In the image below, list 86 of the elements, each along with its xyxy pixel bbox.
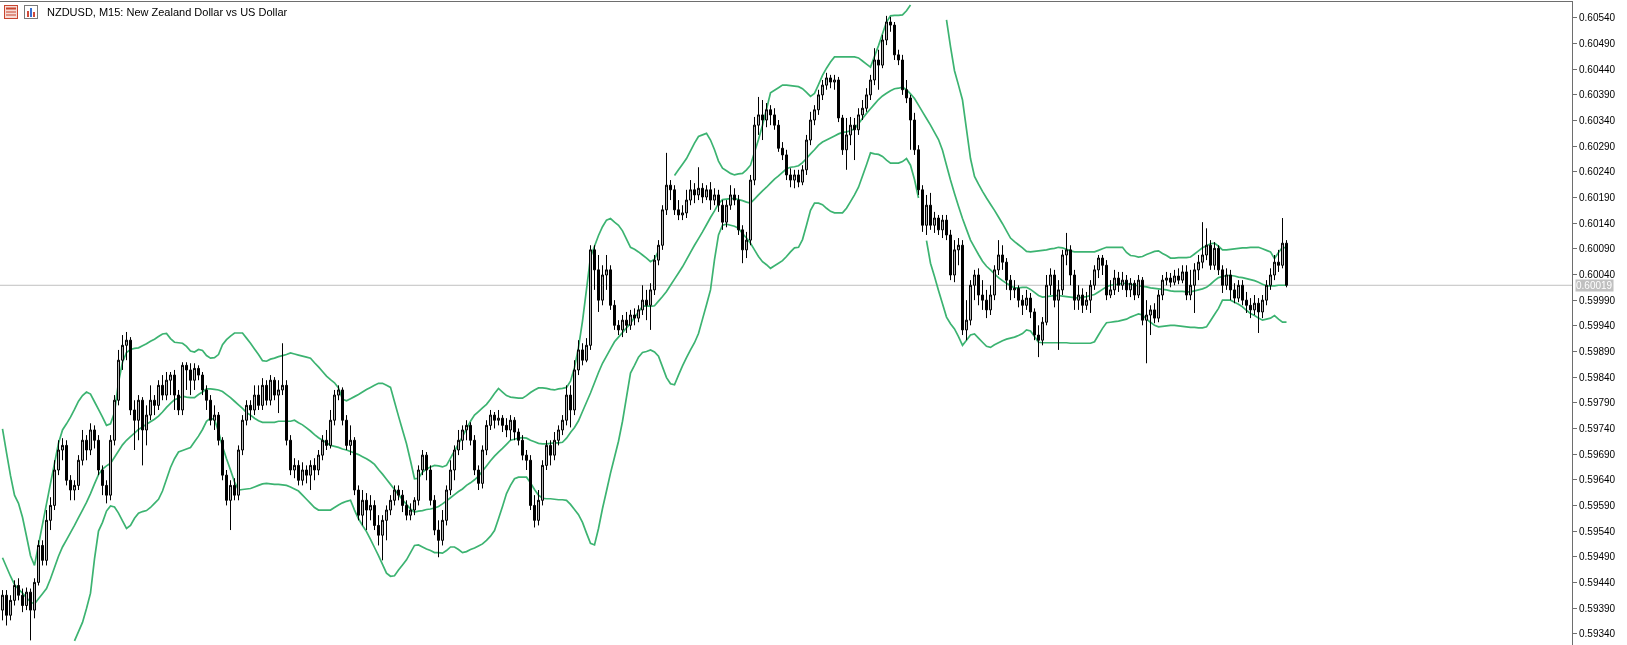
candlestick [977,267,980,306]
y-tick-label: 0.60290 [1579,140,1616,152]
candlestick [893,21,896,61]
candlestick [309,459,312,491]
candlestick [1081,287,1084,314]
ref-line-label: 0.60019 [1576,280,1613,291]
candlestick [253,384,256,416]
y-tick-label: 0.59590 [1579,499,1616,511]
candlestick [1237,279,1240,303]
y-tick-label: 0.59490 [1579,551,1616,563]
y-tick-label: 0.59390 [1579,602,1616,614]
candlestick [509,414,512,441]
y-tick-label: 0.59740 [1579,422,1616,434]
y-tick-label: 0.60490 [1579,38,1616,50]
candlestick [173,369,176,411]
candlestick [493,411,496,429]
y-tick-label: 0.60240 [1579,166,1616,178]
candlestick [301,461,304,486]
candlestick [761,99,764,141]
candlestick [141,396,144,466]
candlestick [505,417,508,438]
candlestick [365,492,368,531]
candlestick [709,181,712,211]
y-tick-label: 0.59840 [1579,371,1616,383]
candlestick [1105,259,1108,301]
candlestick [929,192,932,231]
y-tick-label: 0.59940 [1579,320,1616,332]
candlestick [193,362,196,391]
candlestick [625,311,628,334]
candlestick [797,169,800,188]
candlestick [297,459,300,486]
y-tick-label: 0.60040 [1579,268,1616,280]
chart-title: NZDUSD, M15: New Zealand Dollar vs US Dollar [47,5,288,18]
candlestick [793,169,796,189]
candlestick [189,362,192,396]
candlestick [157,379,160,411]
candlestick [5,589,8,626]
y-tick-label: 0.59540 [1579,525,1616,537]
y-tick-label: 0.60340 [1579,115,1616,127]
y-tick-label: 0.59690 [1579,448,1616,460]
y-tick-label: 0.60090 [1579,243,1616,255]
candlestick [181,361,184,416]
candlestick [941,214,944,239]
candlestick [461,424,464,451]
candlestick [1185,264,1188,301]
candlestick [261,377,264,411]
candlestick [89,422,92,456]
candlestick [961,239,964,336]
candlestick [1117,271,1120,293]
candlestick [1257,297,1260,334]
candlestick [1133,279,1136,301]
y-tick-label: 0.59890 [1579,345,1616,357]
candlestick [633,307,636,326]
candlestick [1173,269,1176,286]
candlestick [501,414,504,433]
y-tick-label: 0.60140 [1579,217,1616,229]
candlestick [265,379,268,406]
y-tick-label: 0.59990 [1579,294,1616,306]
candlestick [629,309,632,331]
candlestick [1169,272,1172,288]
y-tick-label: 0.60190 [1579,192,1616,204]
candlestick [769,104,772,126]
y-tick-label: 0.59790 [1579,397,1616,409]
y-tick-label: 0.60390 [1579,89,1616,101]
candlestick [361,489,364,526]
candlestick [621,314,624,338]
candlestick [269,374,272,406]
y-tick-label: 0.60440 [1579,63,1616,75]
candlestick [165,371,168,401]
line-series [1,86,1288,605]
y-tick-label: 0.60540 [1579,12,1616,24]
candlestick [937,214,940,236]
candlestick [1125,274,1128,298]
candlestick [829,74,832,89]
candlestick [673,184,676,216]
y-tick-label: 0.59640 [1579,474,1616,486]
candlestick [845,117,848,171]
candlestick [1229,269,1232,301]
candlestick [513,416,516,441]
candlestick [1113,269,1116,296]
candlestick [1177,267,1180,285]
candlestick [1129,277,1132,298]
candlestick [697,166,700,201]
y-tick-label: 0.59340 [1579,628,1616,640]
y-tick-label: 0.59440 [1579,576,1616,588]
candlestick [1213,241,1216,271]
